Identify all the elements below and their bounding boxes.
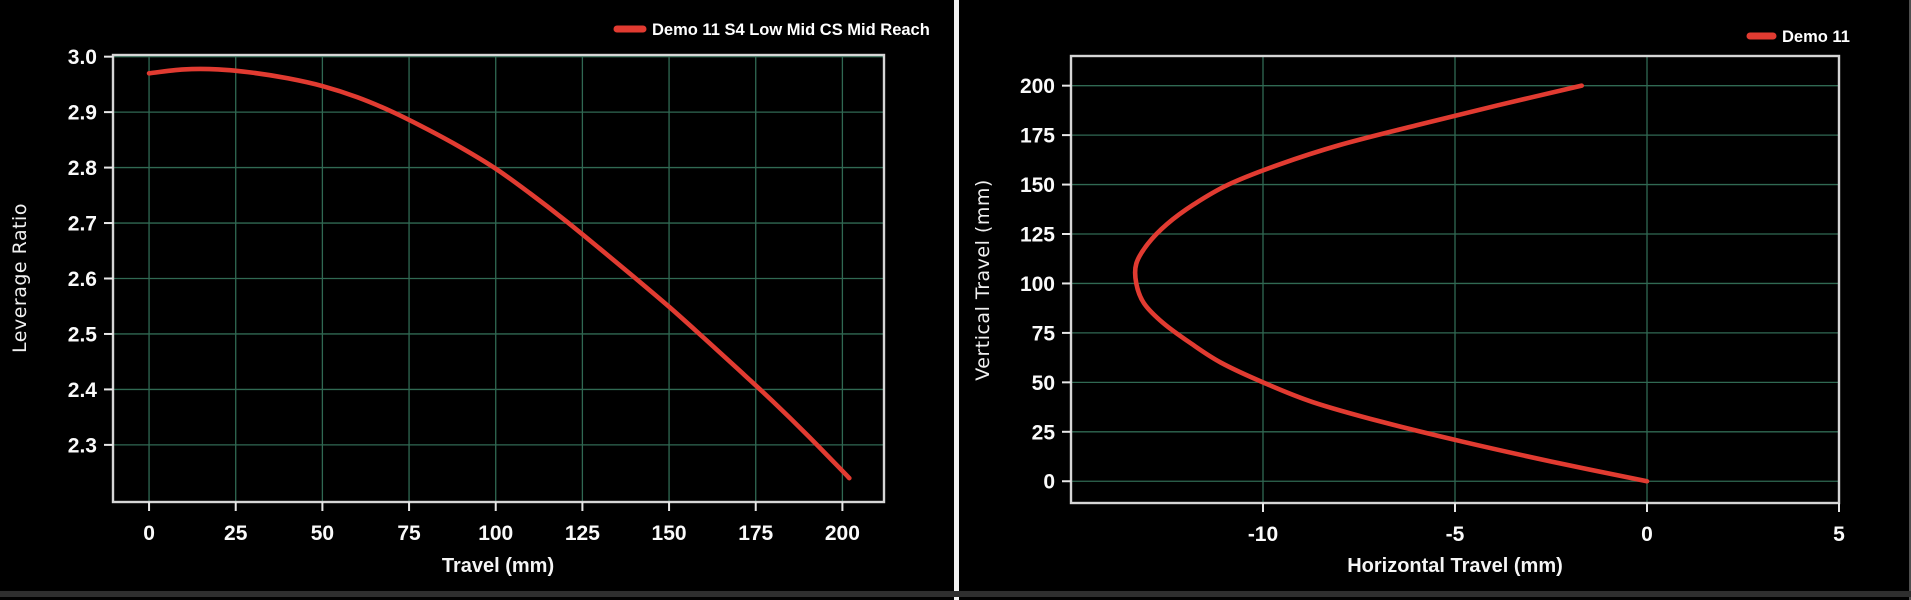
legend-label: Demo 11 S4 Low Mid CS Mid Reach [652,21,930,39]
x-tick-label: -5 [1446,523,1465,546]
y-tick-label: 200 [1020,75,1055,98]
y-tick-label: 150 [1020,174,1055,197]
y-tick-label: 2.3 [68,434,97,457]
leverage-ratio-chart: 0 25 50 75 100 125 150 175 200 3.0 2.9 2.8 2.7 2.6 2.5… [9,21,930,577]
y-tick-label: 100 [1020,273,1055,296]
x-tick-label: -10 [1248,523,1278,546]
curve-demo-11-s4-low-mid-cs-mid-reach [146,66,852,481]
x-tick-label: 0 [143,522,155,545]
y-tick-label: 2.8 [68,157,98,180]
x-tick-label: 150 [652,522,687,545]
x-tick-label: 200 [825,522,860,545]
axle-path-chart: -10 -5 0 50255075100125150175200Horizontal … [972,28,1850,577]
x-tick-label: 25 [224,522,248,545]
x-axis-label: Travel (mm) [442,555,554,577]
x-tick-label: 100 [478,522,513,545]
curve-demo-11 [1132,83,1650,484]
y-tick-label: 25 [1032,421,1056,444]
window-right-edge [1909,0,1911,600]
y-tick-label: 2.7 [68,213,97,236]
panel-divider [954,0,959,600]
axle-path-chart-panel: -10 -5 0 5 0 25 50 75 100 125 150 175 200 Horizontal … [959,0,1911,600]
x-axis-label: Horizontal Travel (mm) [1347,555,1563,577]
y-tick-label: 2.9 [68,102,97,125]
y-tick-label: 75 [1032,322,1056,345]
x-tick-label: 175 [738,522,773,545]
x-tick-label: 5 [1833,523,1845,546]
y-tick-label: 3.0 [68,46,97,69]
y-tick-label: 175 [1020,125,1055,148]
leverage-ratio-chart-panel: 0 25 50 75 100 125 150 175 200 3.0 2.9 2.8 2.7 2.6 2.5… [0,0,954,600]
y-axis-label: Vertical Travel (mm) [972,179,994,381]
y-tick-label: 0 [1043,471,1055,494]
x-tick-label: 50 [311,522,334,545]
y-tick-label: 2.4 [68,379,98,402]
y-tick-label: 2.5 [68,323,98,346]
y-tick-label: 125 [1020,224,1055,247]
legend-label: Demo 11 [1782,28,1850,46]
x-tick-label: 125 [565,522,600,545]
y-tick-label: 2.6 [68,268,97,291]
x-tick-label: 75 [397,522,421,545]
window-bottom-edge [0,591,1911,597]
y-axis-label: Leverage Ratio [9,203,31,353]
x-tick-label: 0 [1641,523,1653,546]
y-tick-label: 50 [1032,372,1055,395]
